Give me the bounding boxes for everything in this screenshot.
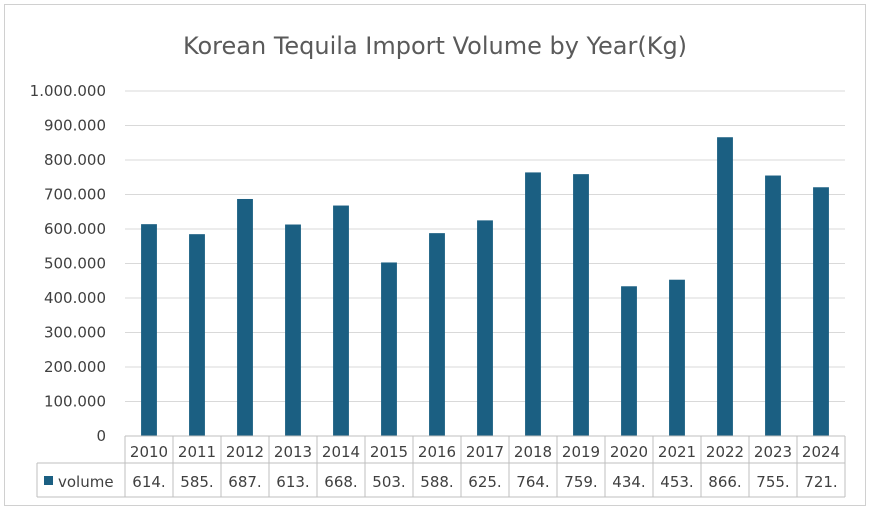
y-tick-label: 500.000: [44, 255, 106, 273]
bar-2016: [429, 233, 445, 436]
x-tick-label: 2012: [226, 443, 264, 461]
x-tick-label: 2014: [322, 443, 360, 461]
y-tick-label: 1.000.000: [30, 82, 106, 100]
table-value: 434.: [612, 473, 645, 491]
legend-key: [44, 476, 53, 485]
bar-2022: [717, 137, 733, 437]
table-value: 755.: [756, 473, 789, 491]
y-tick-label: 600.000: [44, 220, 106, 238]
bar-2024: [813, 187, 829, 436]
bar-2017: [477, 220, 493, 436]
table-value: 625.: [468, 473, 501, 491]
x-tick-label: 2020: [610, 443, 648, 461]
bar-2011: [189, 234, 205, 436]
table-value: 588.: [420, 473, 453, 491]
bar-2015: [381, 262, 397, 436]
table-value: 759.: [564, 473, 597, 491]
y-tick-label: 900.000: [44, 117, 106, 135]
y-tick-label: 800.000: [44, 151, 106, 169]
x-tick-label: 2013: [274, 443, 312, 461]
bar-2018: [525, 172, 541, 437]
bar-2019: [573, 174, 589, 436]
chart-title: Korean Tequila Import Volume by Year(Kg): [183, 32, 687, 60]
bar-2023: [765, 175, 781, 436]
data-table: 2010 614. 2011 585. 2012 687. 2013 613. 2014 668.…: [36, 435, 846, 498]
x-tick-label: 2017: [466, 443, 504, 461]
x-tick-label: 2011: [178, 443, 216, 461]
x-tick-label: 2022: [706, 443, 744, 461]
y-tick-label: 200.000: [44, 358, 106, 376]
table-value: 721.: [804, 473, 837, 491]
legend-label: volume: [58, 473, 114, 491]
bar-2010: [141, 224, 157, 436]
x-tick-label: 2021: [658, 443, 696, 461]
table-value: 687.: [228, 473, 261, 491]
table-value: 764.: [516, 473, 549, 491]
bars: [141, 137, 829, 437]
y-axis-ticks: 0 100.000 200.000 300.000 400.000 500.000 600.…: [30, 82, 106, 445]
x-tick-label: 2023: [754, 443, 792, 461]
x-tick-label: 2016: [418, 443, 456, 461]
table-value: 668.: [324, 473, 357, 491]
table-value: 453.: [660, 473, 693, 491]
x-tick-label: 2010: [130, 443, 168, 461]
bar-2014: [333, 205, 349, 436]
y-tick-label: 300.000: [44, 324, 106, 342]
table-value: 614.: [132, 473, 165, 491]
table-value: 585.: [180, 473, 213, 491]
y-tick-label: 0: [96, 427, 106, 445]
x-tick-label: 2015: [370, 443, 408, 461]
table-value: 503.: [372, 473, 405, 491]
table-value: 613.: [276, 473, 309, 491]
bar-2021: [669, 279, 685, 436]
x-tick-label: 2018: [514, 443, 552, 461]
y-tick-label: 100.000: [44, 393, 106, 411]
table-value: 866.: [708, 473, 741, 491]
bar-2020: [621, 286, 637, 436]
bar-2013: [285, 224, 301, 436]
bar-2012: [237, 198, 253, 436]
y-tick-label: 700.000: [44, 186, 106, 204]
x-tick-label: 2024: [802, 443, 840, 461]
y-tick-label: 400.000: [44, 289, 106, 307]
x-tick-label: 2019: [562, 443, 600, 461]
